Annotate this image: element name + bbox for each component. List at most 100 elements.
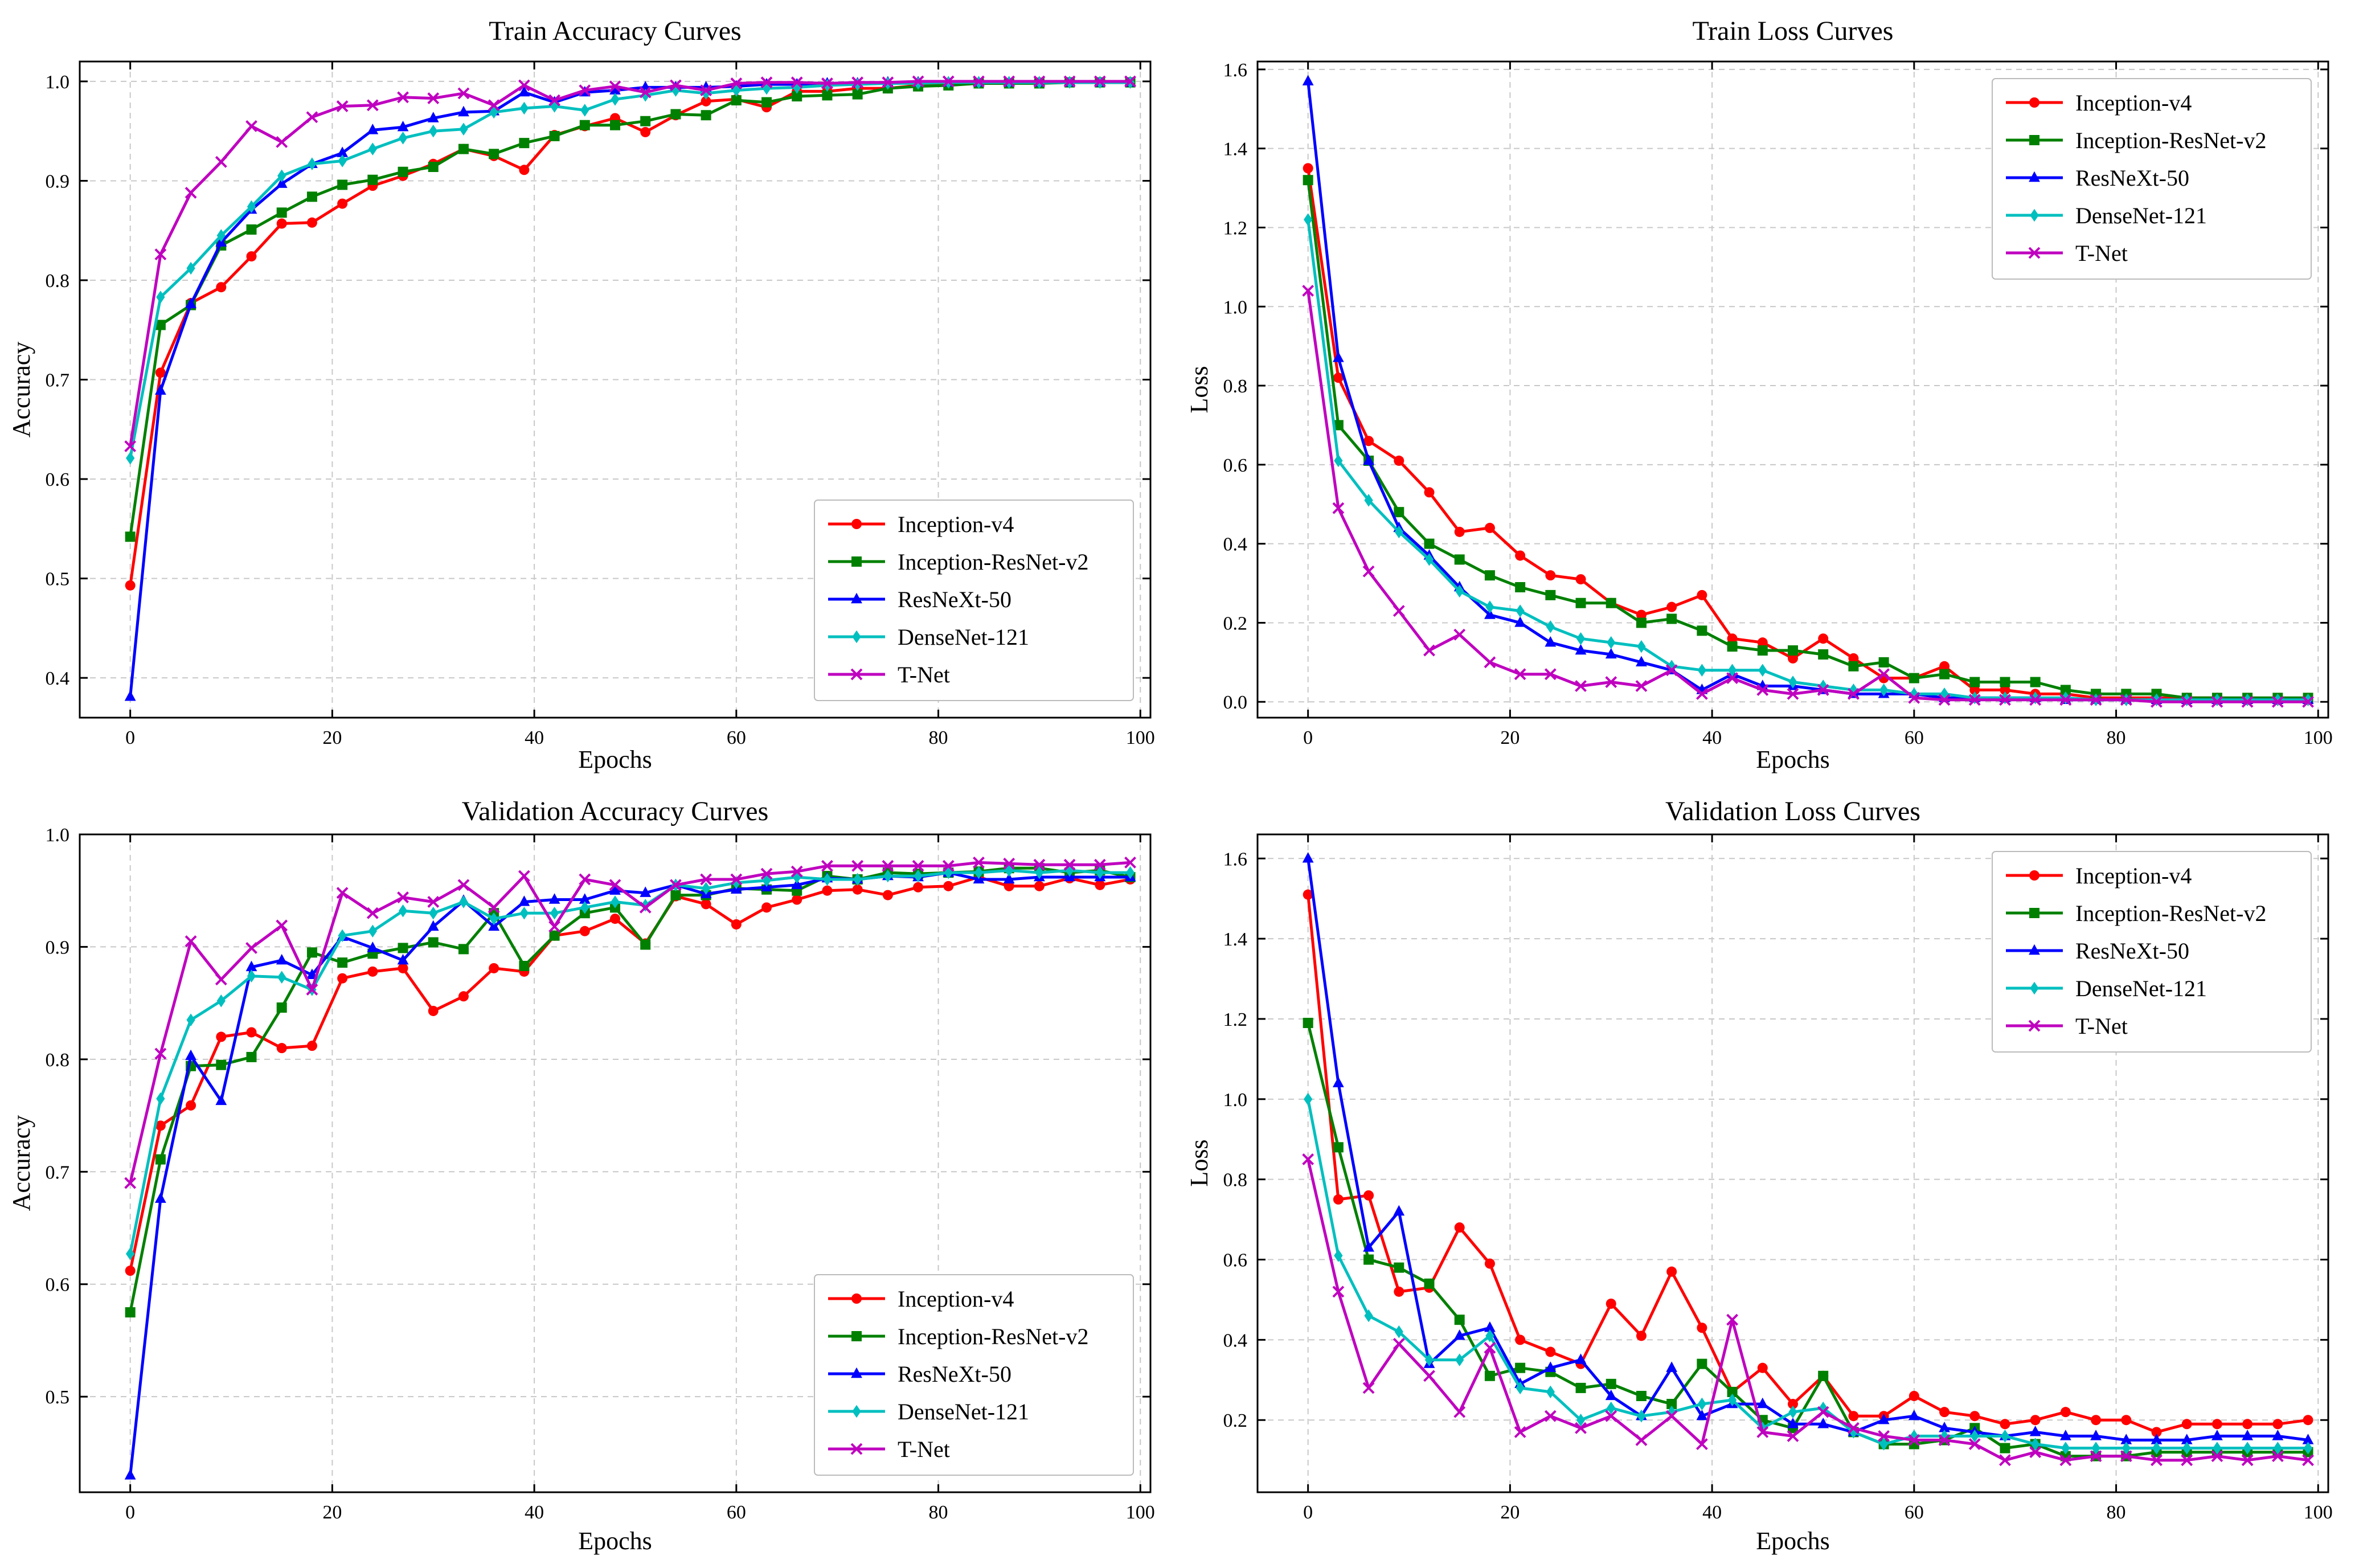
data-point xyxy=(276,1002,287,1013)
data-point xyxy=(1515,550,1526,561)
data-point xyxy=(518,79,530,92)
legend-item: Inception-ResNet-v2 xyxy=(2006,128,2266,153)
data-point xyxy=(336,887,349,899)
data-point xyxy=(1575,1422,1587,1434)
data-point xyxy=(247,200,256,214)
data-point xyxy=(1695,687,1708,700)
data-point xyxy=(125,580,136,591)
data-point xyxy=(155,1120,166,1131)
chart-title: Train Accuracy Curves xyxy=(489,16,741,46)
series-line xyxy=(129,81,1131,458)
data-point xyxy=(1545,1346,1556,1357)
data-point xyxy=(1453,1329,1465,1340)
data-point xyxy=(1485,600,1494,613)
legend-swatch xyxy=(828,630,885,644)
data-point xyxy=(126,1247,135,1260)
data-point xyxy=(2272,1430,2284,1440)
chart-title: Train Loss Curves xyxy=(1693,16,1894,46)
data-point xyxy=(548,920,560,933)
data-point xyxy=(640,116,651,126)
grid xyxy=(80,62,1150,718)
data-point xyxy=(398,943,408,953)
x-tick-label: 20 xyxy=(322,727,342,748)
data-point xyxy=(1818,633,1829,644)
series-line xyxy=(1307,168,2308,702)
legend-item: ResNeXt-50 xyxy=(2006,165,2189,191)
data-point xyxy=(1605,1389,1617,1401)
data-point xyxy=(1635,680,1648,692)
data-point xyxy=(822,885,833,896)
data-point xyxy=(1333,1142,1344,1153)
data-point xyxy=(1302,1153,1314,1165)
data-point xyxy=(1484,1321,1496,1332)
data-point xyxy=(851,1331,862,1341)
data-point xyxy=(336,100,349,112)
y-tick-label: 0.6 xyxy=(1223,455,1248,476)
panel-train-accuracy: Train Accuracy Curves Epochs Accuracy 0 … xyxy=(7,16,1155,773)
data-point xyxy=(1576,632,1586,645)
data-point xyxy=(851,1293,862,1304)
y-tick-label: 1.6 xyxy=(1223,849,1248,870)
data-point xyxy=(186,261,195,275)
data-point xyxy=(1757,637,1768,648)
legend-item: Inception-v4 xyxy=(2006,863,2192,889)
data-point xyxy=(701,96,711,107)
legend-label: Inception-v4 xyxy=(2075,863,2192,889)
data-point xyxy=(429,906,438,920)
legend-label: ResNeXt-50 xyxy=(898,587,1011,612)
data-point xyxy=(731,95,742,106)
legend-swatch xyxy=(2006,208,2063,222)
series-line xyxy=(1307,1158,2308,1462)
chart-title: Validation Accuracy Curves xyxy=(462,796,769,826)
legend-label: Inception-v4 xyxy=(898,1286,1014,1312)
data-point xyxy=(428,937,439,948)
data-point xyxy=(124,1469,136,1480)
data-point xyxy=(1635,1434,1648,1446)
data-point xyxy=(1726,672,1738,685)
data-point xyxy=(1938,1434,1951,1446)
legend-label: T-Net xyxy=(898,1436,950,1462)
data-point xyxy=(2029,944,2040,955)
data-point xyxy=(2059,694,2072,706)
series-line xyxy=(129,866,1131,1313)
plot-frame xyxy=(1256,833,2329,1493)
data-point xyxy=(1454,554,1465,565)
data-point xyxy=(2000,1419,2010,1430)
y-tick-label: 1.6 xyxy=(1223,60,1248,81)
data-point xyxy=(1878,1413,1890,1424)
data-point xyxy=(1485,1329,1494,1342)
data-point xyxy=(155,1154,166,1165)
data-point xyxy=(670,890,681,900)
data-point xyxy=(1393,1338,1405,1350)
legend-item: T-Net xyxy=(828,662,950,687)
data-point xyxy=(154,248,167,261)
series-line xyxy=(129,871,1131,1476)
data-point xyxy=(215,1094,227,1106)
x-axis-label: Epochs xyxy=(578,1527,652,1555)
series-layer xyxy=(124,75,1136,701)
data-point xyxy=(579,120,590,130)
data-point xyxy=(518,895,530,906)
legend-label: DenseNet-121 xyxy=(2075,976,2207,1001)
data-point xyxy=(277,971,286,984)
data-point xyxy=(1302,285,1314,297)
data-point xyxy=(155,367,166,378)
data-point xyxy=(367,174,378,185)
data-point xyxy=(850,668,863,681)
data-point xyxy=(2151,695,2163,708)
data-point xyxy=(791,878,803,890)
plot-frame xyxy=(79,833,1152,1493)
data-point xyxy=(306,984,318,996)
data-point xyxy=(2120,1434,2132,1444)
y-tick-label: 0.5 xyxy=(46,569,70,590)
data-point xyxy=(852,630,861,644)
data-point xyxy=(246,251,257,262)
grid xyxy=(1258,834,2328,1492)
data-point xyxy=(458,144,469,154)
data-point xyxy=(1939,669,1950,679)
panel-train-loss: Train Loss Curves Epochs Loss 0 20 40 60… xyxy=(1185,16,2333,773)
data-point xyxy=(1848,1422,1860,1434)
data-point xyxy=(1545,589,1556,600)
data-point xyxy=(2151,1434,2163,1444)
x-axis-label: Epochs xyxy=(578,746,652,773)
